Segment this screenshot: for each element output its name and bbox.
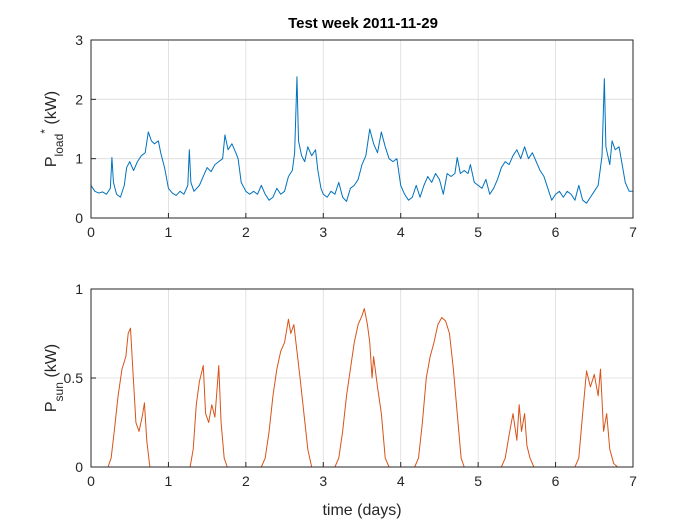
sun-y-tick-label: 1 (75, 281, 83, 297)
sun-x-tick-label: 0 (87, 473, 95, 489)
sun-y-tick-label: 0.5 (64, 370, 84, 386)
sun-x-tick-label: 4 (397, 473, 405, 489)
x-axis-label: time (days) (322, 502, 401, 519)
load-y-axis-label: Pload* (kW) (38, 91, 66, 167)
sun-axes: 0 1 2 3 4 5 6 7 0 0.5 1 Psun (kW) time (days) (43, 281, 637, 519)
load-x-tick-label: 6 (552, 224, 560, 240)
load-x-tick-label: 1 (165, 224, 173, 240)
load-y-tick-label: 3 (75, 32, 83, 48)
load-axes: 0 1 2 3 4 5 6 7 0 1 2 3 Pload* (kW) (38, 32, 637, 240)
sun-y-axis-label: Psun (kW) (43, 344, 66, 412)
load-y-tick-label: 1 (75, 151, 83, 167)
sun-x-tick-label: 3 (319, 473, 327, 489)
chart-title: Test week 2011-11-29 (288, 15, 438, 32)
load-x-tick-label: 7 (629, 224, 637, 240)
load-x-tick-label: 3 (319, 224, 327, 240)
load-x-tick-label: 4 (397, 224, 405, 240)
load-x-tick-label: 5 (474, 224, 482, 240)
load-x-tick-label: 2 (242, 224, 250, 240)
load-y-tick-label: 0 (75, 210, 83, 226)
load-x-tick-label: 0 (87, 224, 95, 240)
sun-x-tick-label: 2 (242, 473, 250, 489)
sun-x-tick-label: 5 (474, 473, 482, 489)
sun-x-tick-label: 1 (165, 473, 173, 489)
load-plot-frame (90, 39, 634, 219)
load-y-tick-label: 2 (75, 91, 83, 107)
sun-series-line (91, 308, 633, 468)
sun-y-tick-label: 0 (75, 459, 83, 475)
load-series-line (90, 76, 633, 204)
sun-x-tick-label: 6 (552, 473, 560, 489)
sun-x-tick-label: 7 (629, 473, 637, 489)
